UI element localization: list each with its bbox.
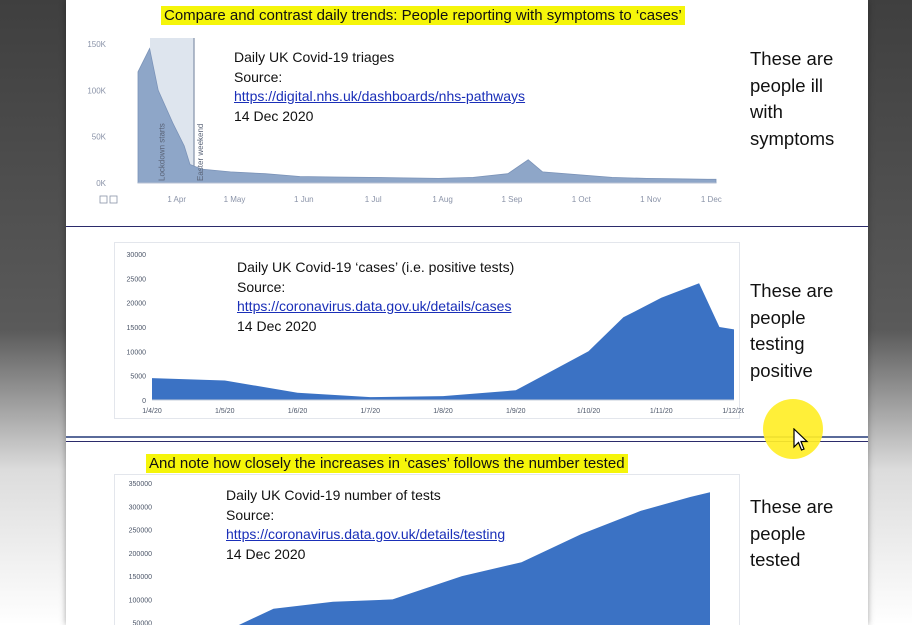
y-tick-label: 50000 xyxy=(133,621,153,625)
x-tick-label: 1/10/20 xyxy=(577,408,600,415)
y-tick-label: 20000 xyxy=(127,301,147,308)
y-tick-label: 10000 xyxy=(127,349,147,356)
divider xyxy=(66,441,868,442)
y-tick-label: 15000 xyxy=(127,325,147,332)
cases-note-line: people xyxy=(750,306,806,328)
headline-top: Compare and contrast daily trends: Peopl… xyxy=(161,6,685,25)
x-tick-label: 1/12/20 xyxy=(722,408,744,415)
tests-series-area xyxy=(238,492,710,625)
mouse-pointer-icon xyxy=(793,428,809,451)
y-tick-label: 150000 xyxy=(129,574,152,581)
zoom-in-button xyxy=(109,195,118,204)
x-tick-label: 1/7/20 xyxy=(361,408,381,415)
x-tick-label: 1 Aug xyxy=(432,195,452,204)
triage-chart: 0K 50K 100K 150K 1 Apr 1 May 1 Jun 1 Jul 1 Aug 1 … xyxy=(87,38,722,204)
tests-note-line: These are xyxy=(750,496,834,517)
y-tick-label: 0 xyxy=(142,398,146,405)
slide: Compare and contrast daily trends: Peopl… xyxy=(66,0,868,625)
cases-note: These are people testing positive xyxy=(750,278,833,384)
tests-date: 14 Dec 2020 xyxy=(226,545,306,562)
x-tick-label: 1/5/20 xyxy=(215,408,235,415)
y-tick-label: 0K xyxy=(96,179,106,188)
zoom-out-button xyxy=(99,195,108,204)
y-tick-label: 50K xyxy=(92,133,107,142)
cases-info: Daily UK Covid-19 ‘cases’ (i.e. positive… xyxy=(237,258,514,336)
lockdown-annotation: Lockdown starts xyxy=(158,123,167,181)
cases-series-area xyxy=(152,283,734,400)
triage-series-area xyxy=(137,47,717,184)
x-tick-label: 1 Dec xyxy=(701,195,722,204)
cases-date: 14 Dec 2020 xyxy=(237,317,317,334)
tests-source-link[interactable]: https://coronavirus.data.gov.uk/details/… xyxy=(226,526,506,542)
tests-note-line: people xyxy=(750,522,806,544)
cases-title: Daily UK Covid-19 ‘cases’ (i.e. positive… xyxy=(237,259,515,275)
cases-source-link[interactable]: https://coronavirus.data.gov.uk/details/… xyxy=(237,298,512,314)
triage-note-line: symptoms xyxy=(750,127,835,149)
y-tick-label: 5000 xyxy=(130,374,146,381)
y-tick-label: 25000 xyxy=(127,276,147,283)
x-tick-label: 1 Apr xyxy=(167,195,186,204)
cases-note-line: testing xyxy=(750,333,805,354)
divider xyxy=(66,226,868,227)
triage-source-link[interactable]: https://digital.nhs.uk/dashboards/nhs-pa… xyxy=(234,88,526,104)
triage-note-line: people ill xyxy=(750,74,824,96)
x-tick-label: 1/11/20 xyxy=(650,408,673,415)
cases-chart: 0 5000 10000 15000 20000 25000 30000 1/4/20 1/5/… xyxy=(114,242,744,419)
triage-source-label: Source: xyxy=(234,68,283,85)
x-tick-label: 1/6/20 xyxy=(288,408,308,415)
x-tick-label: 1/4/20 xyxy=(142,408,162,415)
tests-source-label: Source: xyxy=(226,506,275,523)
y-tick-label: 100000 xyxy=(129,597,152,604)
y-tick-label: 100K xyxy=(87,86,106,95)
cursor-highlight xyxy=(763,399,823,459)
x-tick-label: 1/9/20 xyxy=(506,408,526,415)
y-tick-label: 150K xyxy=(87,40,106,49)
x-tick-label: 1 Oct xyxy=(572,195,592,204)
triage-date: 14 Dec 2020 xyxy=(234,107,314,124)
cases-source-label: Source: xyxy=(237,278,286,295)
y-tick-label: 300000 xyxy=(129,504,152,511)
divider xyxy=(66,436,868,438)
triage-note-line: These are xyxy=(750,48,834,69)
x-tick-label: 1 Nov xyxy=(640,195,661,204)
cases-note-line: These are xyxy=(750,280,834,301)
triage-note-line: with xyxy=(750,101,783,122)
x-tick-label: 1 Jul xyxy=(365,195,382,204)
y-tick-label: 200000 xyxy=(129,551,152,558)
triage-title: Daily UK Covid-19 triages xyxy=(234,49,395,65)
triage-note: These are people ill with symptoms xyxy=(750,46,834,152)
easter-annotation: Easter weekend xyxy=(196,124,205,181)
headline-bottom: And note how closely the increases in ‘c… xyxy=(146,454,628,473)
cases-note-line: positive xyxy=(750,359,813,381)
tests-chart: 50000 100000 150000 200000 250000 300000 35000… xyxy=(114,474,740,625)
tests-info: Daily UK Covid-19 number of tests Source… xyxy=(226,486,505,564)
x-tick-label: 1 May xyxy=(224,195,246,204)
tests-note: These are people tested xyxy=(750,494,833,574)
x-tick-label: 1 Sep xyxy=(501,195,522,204)
x-tick-label: 1 Jun xyxy=(294,195,314,204)
tests-title: Daily UK Covid-19 number of tests xyxy=(226,487,441,503)
y-tick-label: 30000 xyxy=(127,252,147,259)
tests-note-line: tested xyxy=(750,549,801,570)
triage-info: Daily UK Covid-19 triages Source: https:… xyxy=(234,48,525,126)
y-tick-label: 250000 xyxy=(129,528,152,535)
x-tick-label: 1/8/20 xyxy=(433,408,453,415)
y-tick-label: 350000 xyxy=(129,481,152,488)
